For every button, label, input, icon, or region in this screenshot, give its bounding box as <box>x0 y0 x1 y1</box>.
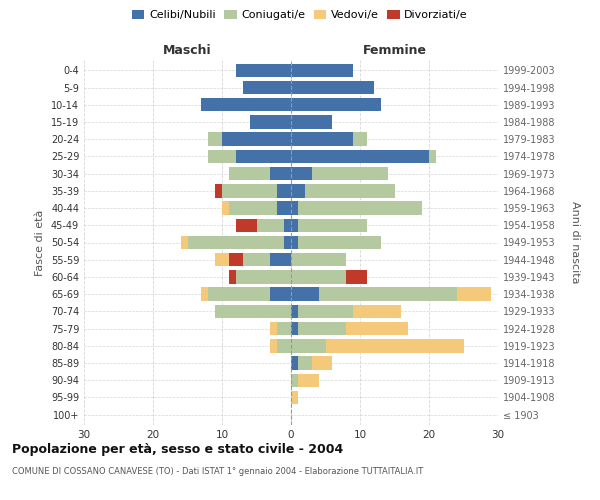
Bar <box>291 218 298 232</box>
Bar <box>215 184 222 198</box>
Bar <box>202 98 291 112</box>
Bar <box>257 218 284 232</box>
Bar <box>291 202 298 215</box>
Text: Popolazione per età, sesso e stato civile - 2004: Popolazione per età, sesso e stato civil… <box>12 442 343 456</box>
Bar <box>325 339 464 352</box>
Bar <box>298 304 353 318</box>
Bar <box>271 339 277 352</box>
Bar <box>229 202 277 215</box>
Bar <box>291 304 298 318</box>
Bar <box>208 288 271 301</box>
Legend: Celibi/Nubili, Coniugati/e, Vedovi/e, Divorziati/e: Celibi/Nubili, Coniugati/e, Vedovi/e, Di… <box>128 6 472 25</box>
Bar <box>291 132 353 146</box>
Bar <box>208 150 236 163</box>
Bar <box>298 374 319 387</box>
Bar <box>346 270 367 283</box>
Bar <box>222 132 291 146</box>
Bar <box>291 322 298 336</box>
Bar <box>277 202 291 215</box>
Bar <box>243 253 271 266</box>
Bar <box>353 304 401 318</box>
Bar <box>312 167 388 180</box>
Bar <box>298 202 422 215</box>
Bar <box>298 236 381 249</box>
Bar <box>271 322 277 336</box>
Bar <box>291 116 332 128</box>
Bar <box>291 236 298 249</box>
Bar <box>291 184 305 198</box>
Bar <box>291 98 381 112</box>
Bar <box>298 322 346 336</box>
Bar <box>271 167 291 180</box>
Bar <box>291 356 298 370</box>
Bar <box>457 288 491 301</box>
Bar <box>236 64 291 77</box>
Bar <box>236 218 257 232</box>
Bar <box>208 132 222 146</box>
Bar <box>229 253 242 266</box>
Bar <box>284 236 291 249</box>
Bar <box>291 339 325 352</box>
Bar <box>291 150 429 163</box>
Bar <box>305 184 395 198</box>
Bar <box>291 64 353 77</box>
Bar <box>346 322 408 336</box>
Text: Femmine: Femmine <box>362 44 427 58</box>
Bar <box>181 236 187 249</box>
Bar <box>291 390 298 404</box>
Text: Maschi: Maschi <box>163 44 212 58</box>
Bar <box>229 167 271 180</box>
Bar <box>284 218 291 232</box>
Y-axis label: Fasce di età: Fasce di età <box>35 210 45 276</box>
Bar <box>215 304 291 318</box>
Bar <box>277 339 291 352</box>
Bar <box>271 288 291 301</box>
Bar <box>236 270 291 283</box>
Bar <box>291 270 346 283</box>
Bar <box>277 322 291 336</box>
Bar <box>291 374 298 387</box>
Bar <box>202 288 208 301</box>
Bar <box>319 288 457 301</box>
Bar <box>250 116 291 128</box>
Bar <box>291 167 312 180</box>
Bar <box>222 184 277 198</box>
Bar <box>236 150 291 163</box>
Bar <box>291 253 346 266</box>
Bar <box>215 253 229 266</box>
Bar <box>291 81 374 94</box>
Text: COMUNE DI COSSANO CANAVESE (TO) - Dati ISTAT 1° gennaio 2004 - Elaborazione TUTT: COMUNE DI COSSANO CANAVESE (TO) - Dati I… <box>12 468 423 476</box>
Bar <box>271 253 291 266</box>
Bar <box>429 150 436 163</box>
Bar <box>298 356 312 370</box>
Bar <box>242 81 291 94</box>
Bar <box>188 236 284 249</box>
Y-axis label: Anni di nascita: Anni di nascita <box>569 201 580 284</box>
Bar <box>291 288 319 301</box>
Bar <box>277 184 291 198</box>
Bar <box>353 132 367 146</box>
Bar <box>312 356 332 370</box>
Bar <box>222 202 229 215</box>
Bar <box>298 218 367 232</box>
Bar <box>229 270 236 283</box>
